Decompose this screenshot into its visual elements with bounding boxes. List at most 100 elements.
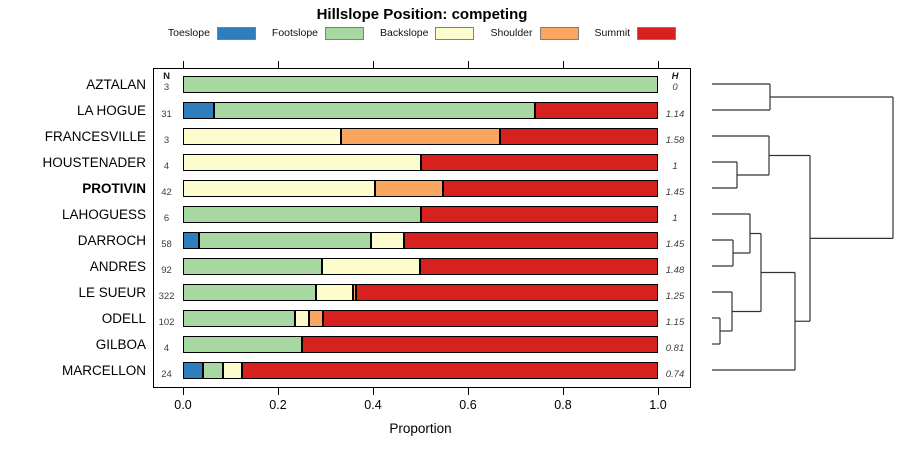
axis-tick: [373, 61, 374, 68]
axis-tick-label: 0.2: [269, 398, 287, 412]
bar-segment-shoulder: [308, 309, 323, 327]
legend-item-toeslope: Toeslope: [167, 26, 256, 40]
bar-segment-footslope: [183, 75, 658, 93]
bar-segment-summit: [443, 179, 658, 197]
h-value: 1.14: [665, 109, 685, 120]
n-value: 4: [163, 343, 170, 354]
h-value: 1.45: [665, 239, 685, 250]
bar-segment-backslope: [222, 361, 243, 379]
n-value: 42: [161, 187, 172, 198]
legend-label: Toeslope: [167, 27, 210, 39]
axis-tick: [278, 388, 279, 395]
h-value: 1.45: [665, 187, 685, 198]
bar-segment-backslope: [322, 257, 421, 275]
axis-tick: [278, 61, 279, 68]
h-value: 1.48: [665, 265, 685, 276]
row-label: LAHOGUESS: [61, 207, 146, 222]
legend-item-footslope: Footslope: [271, 26, 365, 40]
stacked-bar: [183, 75, 658, 93]
h-value: 0.81: [665, 343, 685, 354]
bar-segment-footslope: [202, 361, 223, 379]
legend-label: Footslope: [271, 27, 319, 39]
axis-tick: [563, 388, 564, 395]
bar-segment-toeslope: [183, 101, 214, 119]
row-label: HOUSTENADER: [42, 155, 146, 170]
legend-item-shoulder: Shoulder: [490, 26, 579, 40]
stacked-bar: [183, 257, 658, 275]
stacked-bar: [183, 335, 658, 353]
n-value: 6: [163, 213, 170, 224]
bar-segment-summit: [355, 283, 658, 301]
n-value: 322: [158, 291, 175, 302]
bar-segment-toeslope: [183, 361, 203, 379]
h-value: 1: [672, 213, 678, 224]
n-value: 102: [158, 317, 175, 328]
bar-segment-backslope: [183, 179, 376, 197]
bar-segment-footslope: [183, 257, 323, 275]
x-axis-title: Proportion: [389, 421, 452, 436]
bar-segment-summit: [535, 101, 658, 119]
legend-label: Shoulder: [490, 27, 533, 39]
row-label: GILBOA: [95, 337, 146, 352]
stacked-bar: [183, 231, 658, 249]
row-label: ODELL: [101, 311, 146, 326]
bar-segment-backslope: [315, 283, 353, 301]
stacked-bar: [183, 127, 658, 145]
h-value: 1.15: [665, 317, 685, 328]
axis-tick-label: 1.0: [649, 398, 667, 412]
row-label: LE SUEUR: [78, 285, 146, 300]
axis-tick-label: 0.4: [364, 398, 382, 412]
n-value: 92: [161, 265, 172, 276]
stacked-bar: [183, 283, 658, 301]
bar-segment-shoulder: [375, 179, 444, 197]
bar-segment-shoulder: [341, 127, 500, 145]
bar-segment-backslope: [183, 127, 342, 145]
n-value: 31: [161, 109, 172, 120]
bar-segment-footslope: [183, 205, 421, 223]
axis-tick-label: 0.8: [554, 398, 572, 412]
stacked-bar: [183, 361, 658, 379]
axis-tick: [658, 388, 659, 395]
legend: Toeslope Footslope Backslope Shoulder Summit: [153, 24, 691, 42]
row-label: FRANCESVILLE: [44, 129, 146, 144]
legend-swatch: [325, 26, 365, 40]
h-value: 1: [672, 161, 678, 172]
bar-segment-shoulder: [352, 283, 356, 301]
bar-segment-backslope: [294, 309, 309, 327]
legend-swatch: [637, 26, 677, 40]
row-label: ANDRES: [89, 259, 146, 274]
n-value: 4: [163, 161, 170, 172]
stacked-bar: [183, 205, 658, 223]
axis-tick: [468, 61, 469, 68]
legend-swatch: [435, 26, 475, 40]
bar-segment-footslope: [183, 309, 295, 327]
legend-swatch: [539, 26, 579, 40]
row-label: MARCELLON: [61, 363, 146, 378]
axis-tick: [563, 61, 564, 68]
axis-tick: [373, 388, 374, 395]
row-label: DARROCH: [77, 233, 146, 248]
bar-segment-footslope: [183, 283, 316, 301]
axis-tick: [658, 61, 659, 68]
plot-frame: [153, 68, 691, 388]
bar-segment-summit: [420, 205, 658, 223]
bar-segment-summit: [242, 361, 658, 379]
bar-segment-footslope: [199, 231, 372, 249]
h-value: 0.74: [665, 369, 685, 380]
n-value: 3: [163, 135, 170, 146]
dendrogram: [712, 83, 894, 371]
legend-item-backslope: Backslope: [380, 26, 475, 40]
axis-tick: [183, 61, 184, 68]
bar-segment-backslope: [371, 231, 405, 249]
bar-segment-footslope: [213, 101, 536, 119]
bar-segment-footslope: [183, 335, 302, 353]
axis-tick-label: 0.6: [459, 398, 477, 412]
h-value: 1.58: [665, 135, 685, 146]
legend-swatch: [216, 26, 256, 40]
row-label: LA HOGUE: [76, 103, 146, 118]
row-label: AZTALAN: [86, 77, 146, 92]
n-value: 24: [161, 369, 172, 380]
